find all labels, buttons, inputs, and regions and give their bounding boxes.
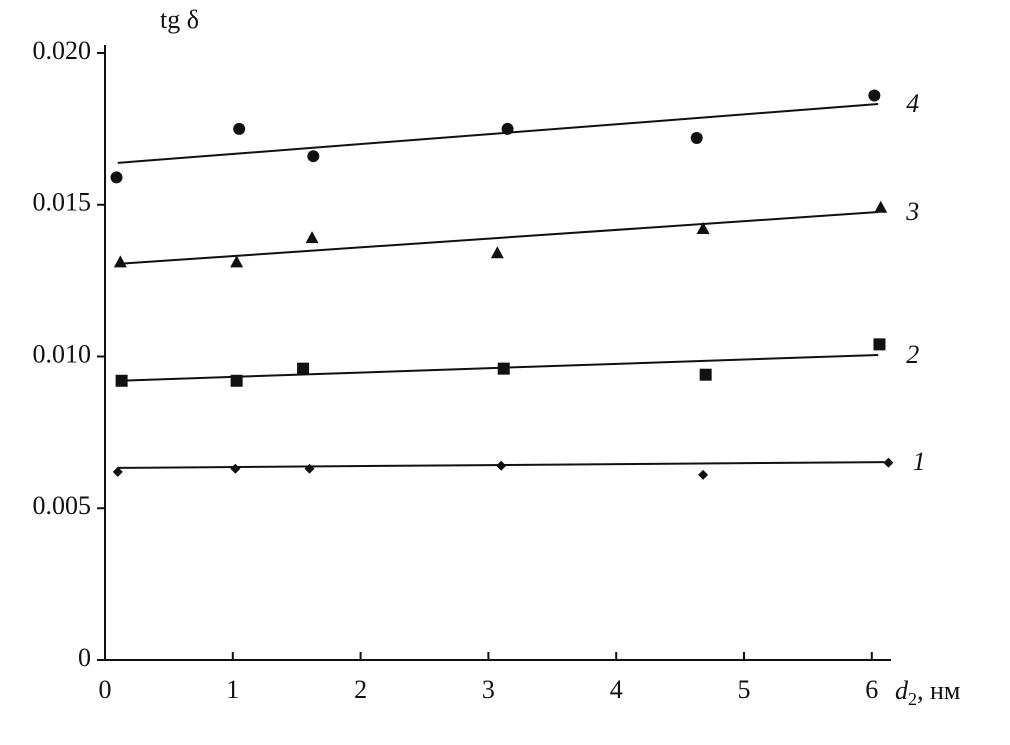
point [874, 200, 888, 213]
point [297, 362, 310, 375]
series-label: 2 [906, 340, 919, 369]
series-label: 3 [905, 197, 919, 226]
y-axis-label: tg δ [160, 5, 199, 34]
point [307, 150, 320, 163]
point [110, 171, 123, 184]
trend-line [117, 102, 879, 164]
y-tick-label: 0.005 [33, 491, 92, 520]
point [501, 122, 514, 135]
x-tick-label: 3 [482, 675, 495, 704]
point [233, 122, 246, 135]
x-label-unit: , нм [917, 676, 960, 705]
y-tick-label: 0.020 [33, 36, 92, 65]
point [115, 374, 128, 387]
x-tick-label: 4 [610, 675, 623, 704]
x-tick-label: 1 [226, 675, 239, 704]
point [496, 460, 507, 471]
x-tick-label: 6 [865, 675, 878, 704]
x-tick-label: 2 [354, 675, 367, 704]
x-label-symbol: d [895, 676, 909, 705]
x-label-subscript: 2 [908, 689, 917, 709]
point [699, 368, 712, 381]
point [883, 457, 894, 468]
point [305, 231, 319, 244]
point [690, 131, 703, 144]
point [230, 463, 241, 474]
point [112, 466, 123, 477]
point [490, 246, 504, 259]
x-tick-label: 5 [738, 675, 751, 704]
point [696, 222, 710, 235]
point [230, 374, 243, 387]
x-tick-label: 0 [99, 675, 112, 704]
series-label: 1 [913, 447, 926, 476]
point [873, 338, 886, 351]
y-tick-label: 0.015 [33, 188, 92, 217]
y-tick-label: 0.010 [33, 339, 92, 368]
point [497, 362, 510, 375]
point [113, 255, 127, 268]
series-label: 4 [906, 89, 919, 118]
x-axis-label: d2, нм [895, 676, 960, 709]
y-tick-label: 0 [78, 643, 91, 672]
point [698, 469, 709, 480]
point [230, 255, 244, 268]
point [304, 463, 315, 474]
trend-line [117, 211, 879, 265]
point [868, 89, 881, 102]
